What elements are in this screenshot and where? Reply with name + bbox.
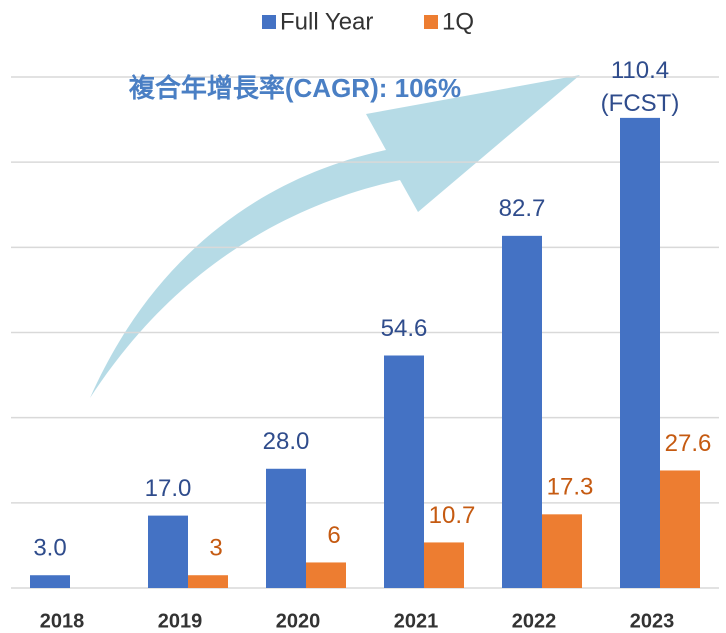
data-label: 10.7: [429, 502, 476, 529]
x-tick-label: 2023: [630, 610, 675, 632]
data-label: 3: [209, 535, 222, 562]
bar: [266, 468, 306, 588]
data-label: 28.0: [263, 428, 310, 455]
x-tick-label: 2020: [276, 610, 321, 632]
data-label: 3.0: [33, 535, 66, 562]
bar: [424, 542, 464, 588]
data-label: 54.6: [381, 315, 428, 342]
legend-swatch: [424, 15, 438, 29]
bar: [384, 355, 424, 588]
x-tick-label: 2021: [394, 610, 439, 632]
x-tick-label: 2022: [512, 610, 557, 632]
data-label: 17.3: [547, 474, 594, 501]
bar: [188, 575, 228, 588]
data-label: 6: [327, 522, 340, 549]
x-tick-label: 2019: [158, 610, 203, 632]
legend-label: 1Q: [442, 8, 474, 35]
x-tick-label: 2018: [40, 610, 85, 632]
bar: [306, 562, 346, 588]
bar: [502, 235, 542, 589]
data-label: 82.7: [499, 195, 546, 222]
growth-arrow: [90, 75, 580, 398]
data-label: 110.4: [611, 57, 669, 84]
cagr-annotation: 複合年增長率(CAGR): 106%: [129, 73, 461, 103]
data-label: 17.0: [145, 475, 192, 502]
legend-swatch: [262, 15, 276, 29]
legend-label: Full Year: [280, 8, 373, 35]
bar: [148, 515, 188, 588]
bar: [620, 117, 660, 588]
forecast-note: (FCST): [601, 90, 680, 117]
bar: [30, 575, 70, 588]
data-label: 27.6: [665, 430, 712, 457]
bar: [660, 470, 700, 588]
bar: [542, 514, 582, 588]
